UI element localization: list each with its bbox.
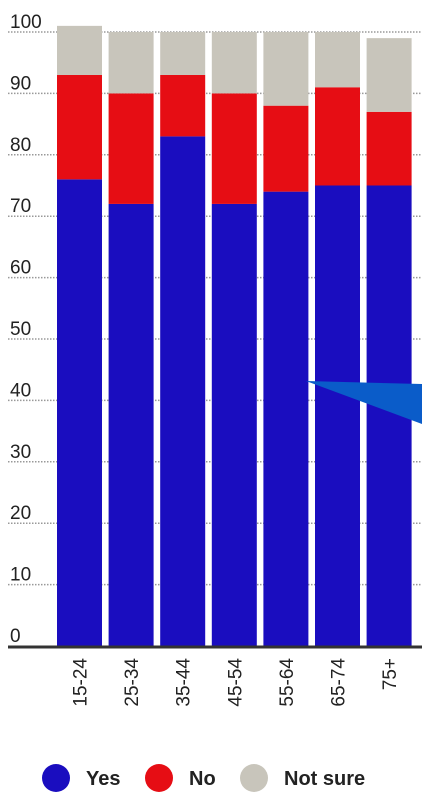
x-category-label: 55-64 <box>277 658 298 707</box>
bar-no-55-64 <box>263 105 309 192</box>
bars <box>57 25 412 647</box>
bar-yes-45-54 <box>211 203 257 647</box>
bar-no-25-34 <box>108 93 154 204</box>
bar-yes-25-34 <box>108 203 154 647</box>
x-category-label: 15-24 <box>71 658 92 707</box>
y-tick-label: 0 <box>10 626 21 647</box>
y-tick-label: 80 <box>10 135 31 156</box>
bar-yes-15-24 <box>57 179 102 647</box>
bar-not-sure-25-34 <box>108 32 154 94</box>
x-category-label: 75+ <box>380 658 401 690</box>
y-tick-label: 90 <box>10 73 31 94</box>
legend-swatch-no <box>145 764 173 792</box>
x-category-label: 65-74 <box>329 658 350 707</box>
bar-not-sure-55-64 <box>263 32 309 106</box>
y-tick-label: 10 <box>10 565 31 586</box>
legend: Yes No Not sure <box>42 764 365 792</box>
bar-no-35-44 <box>160 74 206 137</box>
x-category-label: 35-44 <box>174 658 195 707</box>
bar-yes-55-64 <box>263 191 309 646</box>
y-tick-label: 30 <box>10 442 31 463</box>
bar-no-65-74 <box>315 87 360 186</box>
legend-swatch-yes <box>42 764 70 792</box>
bar-not-sure-35-44 <box>160 32 206 75</box>
bar-no-75+ <box>366 111 412 186</box>
legend-label: Yes <box>86 768 120 790</box>
legend-swatch-not-sure <box>240 764 268 792</box>
legend-label: No <box>189 768 216 790</box>
bar-not-sure-65-74 <box>315 32 360 88</box>
y-tick-label: 50 <box>10 319 31 340</box>
y-tick-label: 100 <box>10 12 42 33</box>
y-tick-label: 70 <box>10 196 31 217</box>
pointer-annotation <box>306 381 422 424</box>
bar-not-sure-75+ <box>366 38 412 112</box>
y-tick-label: 20 <box>10 503 31 524</box>
x-axis-category-labels: 15-24 25-34 35-44 45-54 55-64 65-74 75+ <box>71 658 402 707</box>
bar-no-15-24 <box>57 74 102 180</box>
bar-not-sure-15-24 <box>57 25 102 75</box>
y-tick-label: 60 <box>10 258 31 279</box>
bar-not-sure-45-54 <box>211 32 257 94</box>
y-axis-tick-labels: 0 10 20 30 40 50 60 70 80 90 100 <box>10 12 42 647</box>
bar-yes-35-44 <box>160 136 206 646</box>
legend-label: Not sure <box>284 768 365 790</box>
x-category-label: 45-54 <box>225 658 246 707</box>
x-category-label: 25-34 <box>122 658 143 707</box>
bar-no-45-54 <box>211 93 257 204</box>
y-tick-label: 40 <box>10 380 31 401</box>
bar-yes-65-74 <box>315 185 360 646</box>
